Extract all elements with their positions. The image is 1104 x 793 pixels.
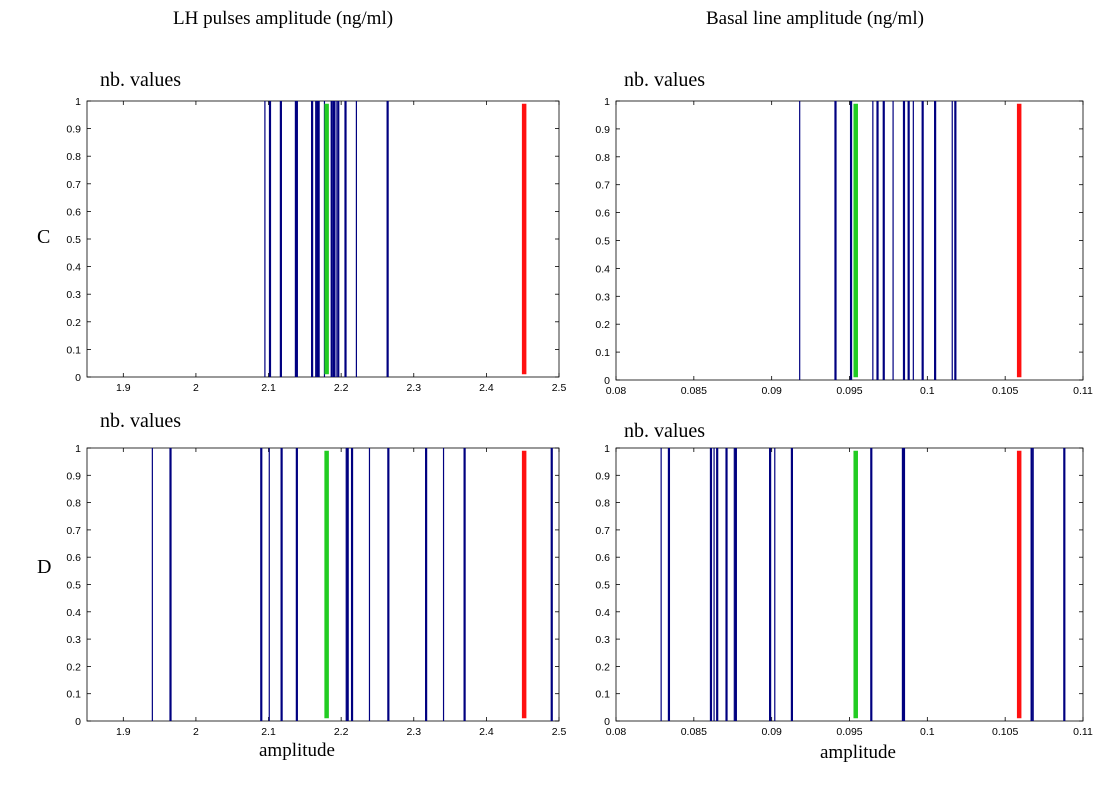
x-axis-label-right: amplitude bbox=[820, 742, 896, 763]
y-tick-label-c-left: 0.1 bbox=[66, 344, 81, 356]
x-tick-label-c-right: 0.1 bbox=[920, 385, 935, 397]
y-tick-label-c-left: 0.9 bbox=[66, 124, 81, 136]
y-tick-label-d-right: 0.5 bbox=[595, 580, 610, 592]
y-tick-label-d-right: 0.2 bbox=[595, 661, 610, 673]
y-tick-label-d-left: 0.6 bbox=[66, 552, 81, 564]
y-tick-label-d-right: 0.9 bbox=[595, 470, 610, 482]
x-tick-label-c-right: 0.085 bbox=[681, 385, 707, 397]
y-tick-label-c-right: 0.6 bbox=[595, 208, 610, 220]
y-tick-label-c-left: 0.6 bbox=[66, 206, 81, 218]
y-axis-label-c-left: nb. values bbox=[100, 69, 182, 91]
plot-frame-c-right bbox=[615, 100, 1084, 381]
y-tick-label-d-left: 0.8 bbox=[66, 498, 81, 510]
x-tick-label-c-left: 2.4 bbox=[479, 382, 494, 394]
row-label-d: D bbox=[37, 556, 52, 578]
y-tick-label-c-left: 0.3 bbox=[66, 289, 81, 301]
plot-frame-d-right bbox=[615, 447, 1084, 722]
y-tick-label-d-right: 0.1 bbox=[595, 689, 610, 701]
x-tick-label-c-left: 2 bbox=[193, 382, 199, 394]
y-tick-label-d-right: 0.6 bbox=[595, 552, 610, 564]
x-tick-label-c-left: 2.5 bbox=[552, 382, 567, 394]
x-tick-label-d-right: 0.1 bbox=[920, 726, 935, 738]
y-tick-label-d-right: 0.8 bbox=[595, 498, 610, 510]
x-tick-label-d-right: 0.095 bbox=[836, 726, 862, 738]
x-tick-label-d-right: 0.11 bbox=[1073, 726, 1093, 738]
x-tick-label-d-left: 2.3 bbox=[406, 726, 421, 738]
y-tick-label-c-left: 0.4 bbox=[66, 262, 81, 274]
x-tick-label-c-left: 2.3 bbox=[406, 382, 421, 394]
y-tick-label-d-left: 0.2 bbox=[66, 661, 81, 673]
x-tick-label-d-right: 0.085 bbox=[681, 726, 707, 738]
x-tick-label-c-right: 0.09 bbox=[761, 385, 782, 397]
y-tick-label-d-right: 0.3 bbox=[595, 634, 610, 646]
y-tick-label-c-left: 0.5 bbox=[66, 234, 81, 246]
y-tick-label-c-right: 0.2 bbox=[595, 319, 610, 331]
y-axis-label-d-left: nb. values bbox=[100, 410, 182, 432]
y-tick-label-d-left: 0.5 bbox=[66, 580, 81, 592]
y-tick-label-d-left: 1 bbox=[75, 443, 81, 455]
y-tick-label-d-right: 1 bbox=[604, 443, 610, 455]
x-tick-label-c-left: 2.2 bbox=[334, 382, 349, 394]
y-tick-label-c-left: 0.7 bbox=[66, 179, 81, 191]
x-tick-label-d-left: 2 bbox=[193, 726, 199, 738]
y-tick-label-c-right: 0.3 bbox=[595, 291, 610, 303]
x-tick-label-c-right: 0.11 bbox=[1073, 385, 1093, 397]
y-tick-label-c-right: 0.7 bbox=[595, 180, 610, 192]
x-tick-label-c-right: 0.095 bbox=[836, 385, 862, 397]
y-tick-label-c-left: 0.8 bbox=[66, 151, 81, 163]
column-title-left: LH pulses amplitude (ng/ml) bbox=[173, 8, 394, 29]
y-axis-label-d-right: nb. values bbox=[624, 420, 706, 442]
y-tick-label-c-right: 0.9 bbox=[595, 124, 610, 136]
x-axis-label-left: amplitude bbox=[259, 740, 335, 761]
x-tick-label-c-left: 1.9 bbox=[116, 382, 131, 394]
y-tick-label-c-left: 1 bbox=[75, 96, 81, 108]
y-tick-label-d-left: 0.1 bbox=[66, 689, 81, 701]
row-label-c: C bbox=[37, 226, 51, 248]
x-tick-label-d-left: 2.4 bbox=[479, 726, 494, 738]
y-tick-label-c-right: 0.8 bbox=[595, 152, 610, 164]
y-tick-label-c-right: 0.5 bbox=[595, 236, 610, 248]
x-tick-label-d-left: 2.5 bbox=[552, 726, 567, 738]
x-tick-label-d-left: 2.2 bbox=[334, 726, 349, 738]
x-tick-label-d-left: 1.9 bbox=[116, 726, 131, 738]
y-tick-label-c-right: 0.1 bbox=[595, 347, 610, 359]
y-tick-label-d-left: 0.4 bbox=[66, 607, 81, 619]
y-tick-label-c-left: 0.2 bbox=[66, 317, 81, 329]
y-tick-label-d-right: 0.7 bbox=[595, 525, 610, 537]
x-tick-label-d-right: 0.09 bbox=[761, 726, 782, 738]
x-tick-label-d-left: 2.1 bbox=[261, 726, 276, 738]
y-tick-label-d-left: 0.7 bbox=[66, 525, 81, 537]
y-tick-label-d-right: 0 bbox=[604, 716, 610, 728]
y-tick-label-c-right: 0.4 bbox=[595, 263, 610, 275]
x-tick-label-c-right: 0.08 bbox=[606, 385, 627, 397]
y-tick-label-c-left: 0 bbox=[75, 372, 81, 384]
y-tick-label-d-left: 0.9 bbox=[66, 470, 81, 482]
y-tick-label-d-left: 0.3 bbox=[66, 634, 81, 646]
y-axis-label-c-right: nb. values bbox=[624, 69, 706, 91]
y-tick-label-c-right: 0 bbox=[604, 375, 610, 387]
column-title-right: Basal line amplitude (ng/ml) bbox=[706, 8, 924, 29]
x-tick-label-d-right: 0.105 bbox=[992, 726, 1018, 738]
x-tick-label-c-left: 2.1 bbox=[261, 382, 276, 394]
plot-frame-d-left bbox=[86, 447, 560, 722]
y-tick-label-c-right: 1 bbox=[604, 96, 610, 108]
y-tick-label-d-right: 0.4 bbox=[595, 607, 610, 619]
y-tick-label-d-left: 0 bbox=[75, 716, 81, 728]
x-tick-label-d-right: 0.08 bbox=[606, 726, 627, 738]
plot-frame-c-left bbox=[86, 100, 560, 378]
x-tick-label-c-right: 0.105 bbox=[992, 385, 1018, 397]
